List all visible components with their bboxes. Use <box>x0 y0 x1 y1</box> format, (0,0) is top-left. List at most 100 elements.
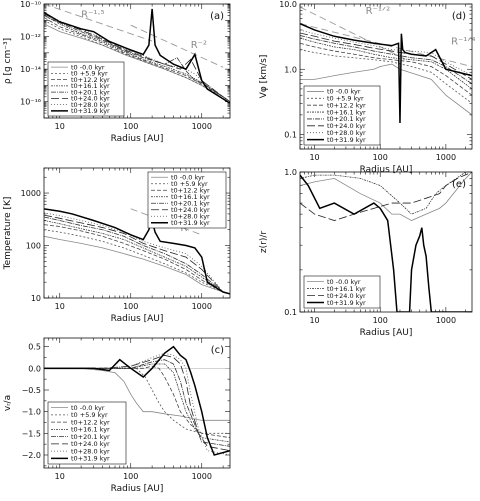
series-line <box>300 174 472 312</box>
series-line <box>44 352 230 456</box>
y-axis-label: ρ [g cm⁻³] <box>3 38 13 84</box>
legend-label: t0+31.9 kyr <box>327 299 366 307</box>
x-tick-label: 1000 <box>192 122 212 131</box>
annotation-label: R⁻¹·⁵ <box>81 9 104 20</box>
annotation-label: R⁻² <box>191 40 207 51</box>
plot-frame <box>299 3 473 150</box>
x-tick-label: 100 <box>123 122 138 131</box>
x-tick-label: 1000 <box>436 153 456 162</box>
series-line <box>44 363 230 443</box>
series-line <box>44 8 230 104</box>
y-tick-label: −1.5 <box>22 429 41 438</box>
series-line <box>300 49 472 104</box>
series-line <box>44 365 230 439</box>
legend-label: t0 +5.9 kyr <box>71 70 108 78</box>
y-axis-label: Temperature [K] <box>3 197 13 271</box>
legend-label: t0+20.1 kyr <box>171 200 210 208</box>
legend-label: t0+28.0 kyr <box>71 101 110 109</box>
reference-line <box>44 4 153 42</box>
y-tick-label: 1000 <box>21 189 41 198</box>
annotation-label: R⁻¹ᐟ² <box>180 223 204 234</box>
panel-label: (c) <box>211 345 224 356</box>
x-tick-label: 100 <box>373 153 388 162</box>
x-tick-label: 10 <box>309 153 319 162</box>
panel-label: (d) <box>452 11 466 22</box>
legend-label: t0+20.1 kyr <box>71 433 110 441</box>
series-line <box>300 37 472 90</box>
legend-label: t0 -0.0 kyr <box>171 174 205 182</box>
y-tick-label: 10⁻¹² <box>20 33 41 42</box>
x-tick-label: 10 <box>309 316 319 325</box>
series-line <box>44 15 230 103</box>
y-tick-label: 0.1 <box>284 308 297 317</box>
y-tick-label: −2.0 <box>22 451 41 460</box>
series-line <box>44 235 230 295</box>
legend-label: t0+28.0 kyr <box>71 447 110 455</box>
x-tick-label: 1000 <box>436 316 456 325</box>
series-line <box>44 354 230 452</box>
panel-e: 10 100 1000 0.1 1.0 Radius [AU] z(r)/r (e) t0 -0… <box>259 168 473 338</box>
legend-label: t0 -0.0 kyr <box>327 88 361 96</box>
panel-a: 10 100 1000 10⁻¹⁶ 10⁻¹⁴ 10⁻¹² 10⁻¹⁰ Radius [AU]… <box>3 0 231 144</box>
y-tick-label: 100 <box>26 242 41 251</box>
legend-label: t0 -0.0 kyr <box>71 404 105 412</box>
legend-label: t0 +5.9 kyr <box>327 95 364 103</box>
series-line <box>300 172 472 221</box>
series-line <box>44 17 230 103</box>
plot-frame <box>43 3 231 119</box>
y-tick-label: −1.0 <box>22 408 41 417</box>
series-line <box>44 214 230 295</box>
legend-label: t0+31.9 kyr <box>71 455 110 463</box>
series-line <box>44 224 230 295</box>
legend-box <box>303 85 381 146</box>
legend-label: t0+20.1 kyr <box>71 88 110 96</box>
y-tick-label: 0.0 <box>28 364 41 373</box>
series-line <box>44 212 230 295</box>
series-line <box>44 15 230 103</box>
legend-label: t0+24.0 kyr <box>71 95 110 103</box>
legend-label: t0+24.0 kyr <box>327 292 366 300</box>
legend-label: t0+20.1 kyr <box>327 115 366 123</box>
series-line <box>44 359 230 447</box>
legend-label: t0+12.2 kyr <box>71 418 110 426</box>
legend-box <box>47 401 127 465</box>
panel-d: 10 100 1000 0.1 1.0 10.0 Radius [AU] Vφ [km/s] R… <box>259 0 476 175</box>
legend-box <box>147 171 227 229</box>
y-axis-label: z(r)/r <box>259 231 269 253</box>
series-line <box>44 345 230 456</box>
legend-label: t0+16.1 kyr <box>171 193 210 201</box>
y-tick-label: 0.5 <box>28 343 41 352</box>
y-tick-label: 10 <box>31 294 41 303</box>
plot-frame <box>43 337 231 469</box>
series-line <box>300 63 472 116</box>
legend-label: t0+12.2 kyr <box>171 187 210 195</box>
legend-label: t0+24.0 kyr <box>171 206 210 214</box>
series-line <box>300 172 472 221</box>
plot-frame <box>299 171 473 313</box>
reference-line <box>130 24 224 68</box>
x-tick-label: 1000 <box>192 302 212 311</box>
legend-label: t0+16.1 kyr <box>71 426 110 434</box>
y-tick-label: 1.0 <box>284 65 297 74</box>
legend-label: t0+16.1 kyr <box>71 82 110 90</box>
panel-label: (e) <box>452 179 466 190</box>
legend-label: t0+28.0 kyr <box>327 129 366 137</box>
legend-label: t0 +5.9 kyr <box>71 411 108 419</box>
x-tick-label: 1000 <box>192 472 212 481</box>
series-line <box>300 172 472 215</box>
series-line <box>44 216 230 295</box>
series-line <box>300 32 472 80</box>
legend-label: t0 -0.0 kyr <box>327 278 361 286</box>
panel-c: 10 100 1000 −2.0 −1.5 −1.0 −0.5 0.0 0.5 Radius [A… <box>3 337 231 494</box>
x-tick-label: 10 <box>55 472 65 481</box>
legend-label: t0+24.0 kyr <box>327 122 366 130</box>
legend-label: t0+31.9 kyr <box>171 219 210 227</box>
series-line <box>44 367 230 421</box>
annotation-label: R⁻¹ᐟ⁴ <box>451 36 475 47</box>
y-tick-label: 1.0 <box>284 168 297 177</box>
x-axis-label: Radius [AU] <box>360 328 413 338</box>
